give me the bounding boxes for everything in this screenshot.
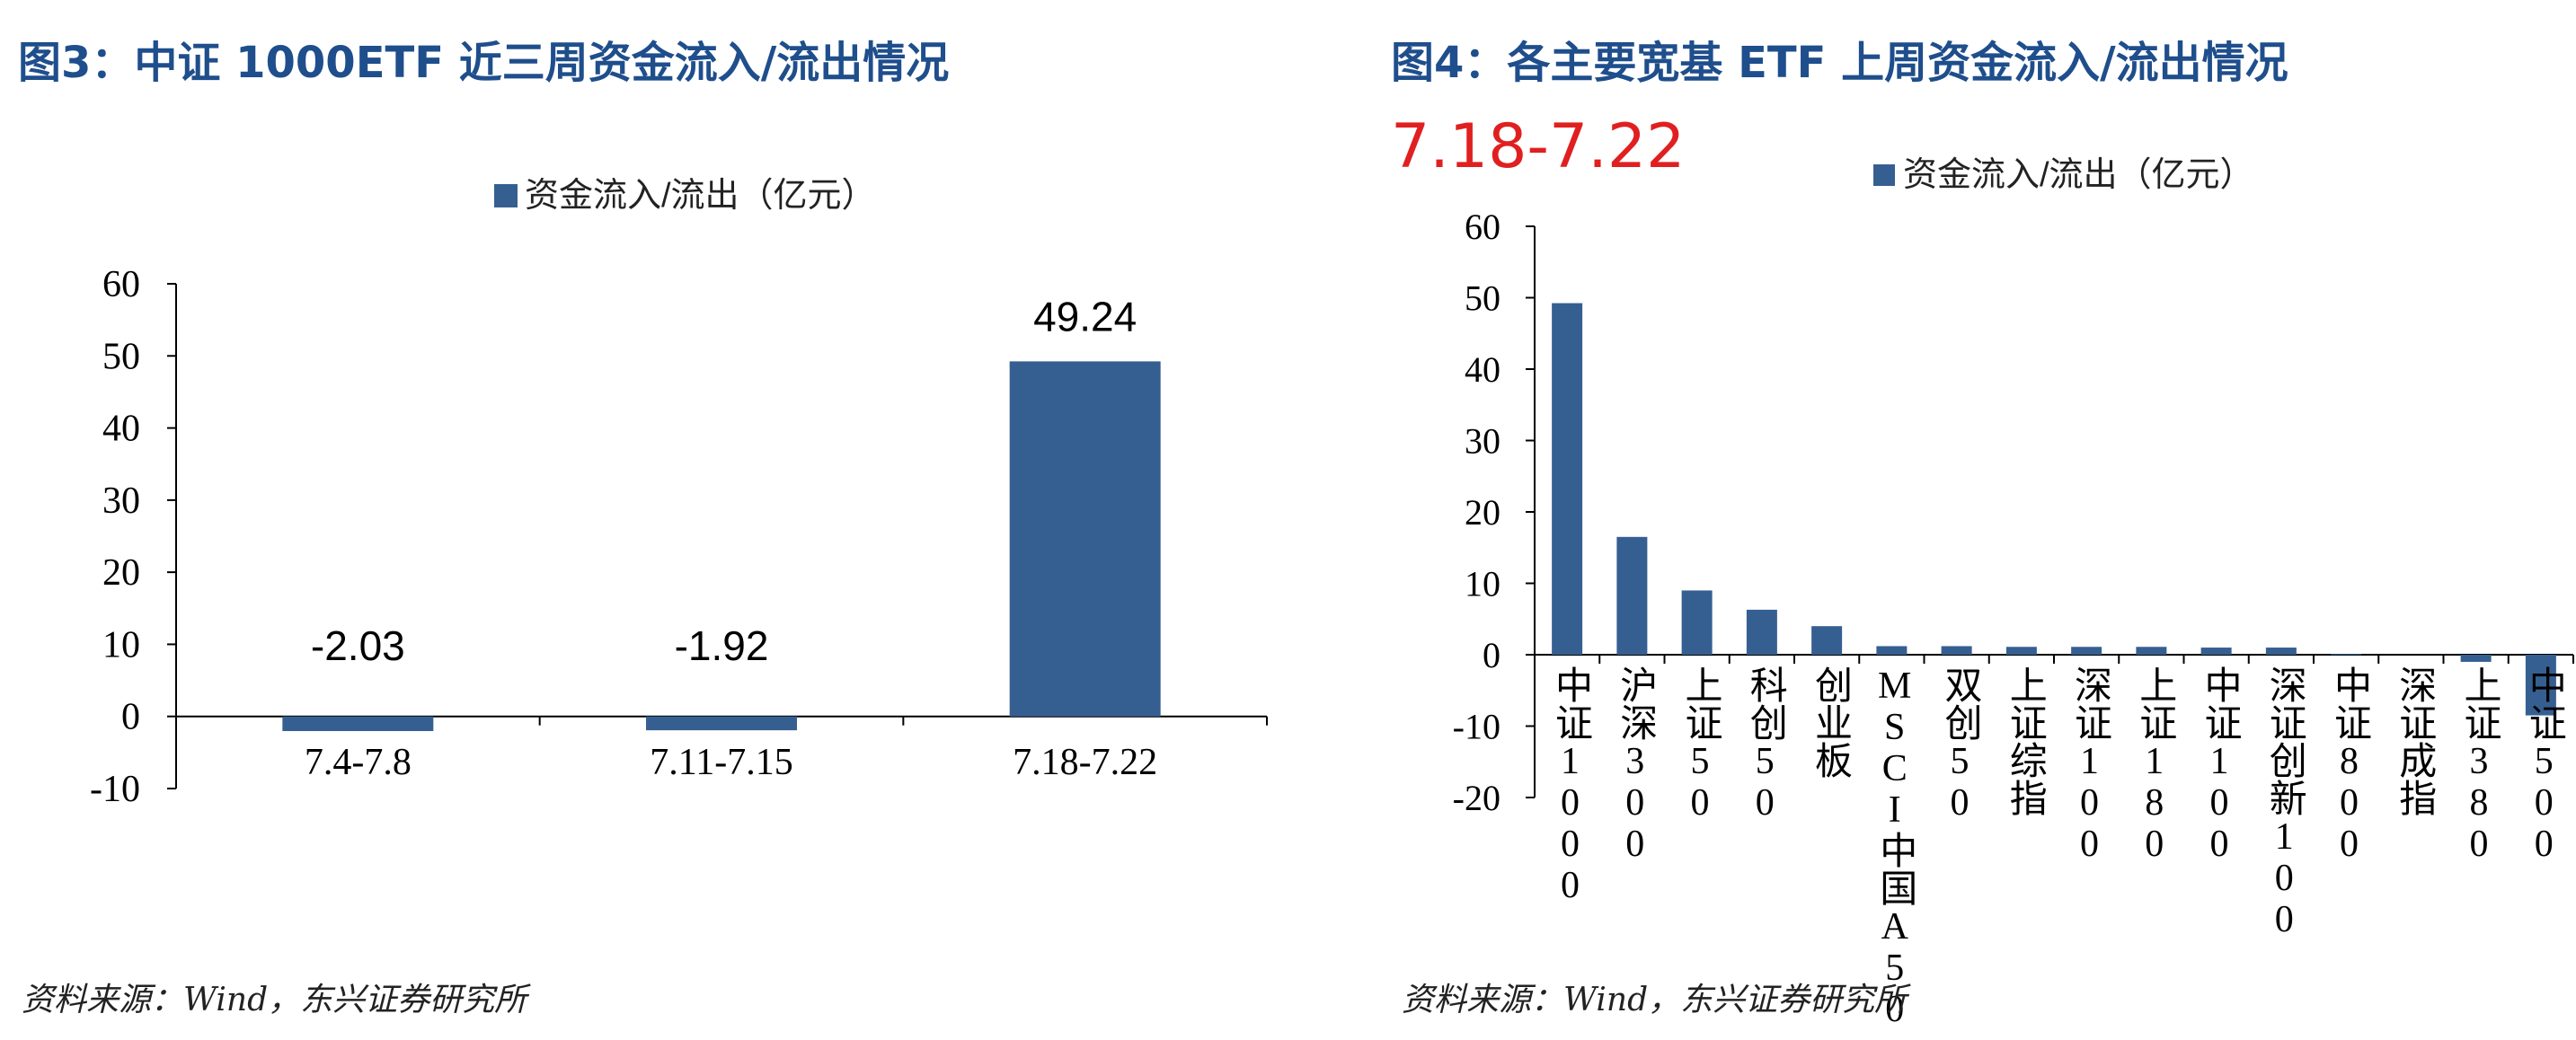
bar-7.11-7.15 [646,716,797,731]
x-tick-label: 中证800 [2328,665,2369,865]
bar-上证50 [1681,590,1713,655]
bar-上证综指 [2005,647,2037,655]
bar-深证100 [2071,647,2102,655]
bar-中证800 [2331,654,2362,656]
x-tick-label: 创业板 [1809,665,1851,779]
x-tick-label: 上证综指 [2004,665,2046,816]
x-tick-label: 沪深300 [1615,665,1657,865]
y-tick-label: 20 [102,552,140,594]
y-tick-label: 0 [121,697,140,738]
data-label: 49.24 [1033,293,1137,339]
bar-创业板 [1811,626,1843,655]
y-tick-label: 60 [1465,207,1500,247]
bar-MSCI中国A50 [1876,646,1908,655]
legend-label: 资金流入/流出（亿元） [1903,156,2254,194]
x-tick-label: 双创50 [1939,665,1981,824]
bar-中证500 [2525,655,2556,716]
x-tick-label: 深证100 [2068,665,2111,865]
data-label: -2.03 [311,622,405,669]
y-tick-label: 10 [1465,564,1500,604]
bar-中证100 [2200,648,2232,655]
figure4-source: 资料来源：Wind，东兴证券研究所 [1402,982,1908,1018]
bar-中证1000 [1552,303,1583,655]
y-tick-label: 40 [102,409,140,450]
y-tick-label: 50 [1465,278,1500,319]
x-tick-label: 中证500 [2523,665,2564,865]
x-tick-label: 7.11-7.15 [650,742,792,783]
y-tick-label: 30 [1465,421,1500,462]
bar-7.4-7.8 [282,716,434,732]
y-tick-label: -10 [1453,707,1500,747]
x-tick-label: 深证创新100 [2263,665,2306,940]
y-tick-label: 60 [102,264,140,305]
y-tick-label: 50 [102,336,140,377]
x-tick-label: 上证380 [2458,665,2500,865]
x-tick-label: 中证100 [2199,665,2240,865]
figure4-title: 图4：各主要宽基 ETF 上周资金流入/流出情况 [1391,38,2288,88]
y-tick-label: 30 [102,480,140,522]
y-tick-label: 0 [1483,635,1500,675]
legend-swatch [494,184,518,207]
data-label: -1.92 [675,622,769,669]
bar-沪深300 [1616,536,1648,655]
bar-双创50 [1941,646,1972,655]
bar-上证380 [2460,655,2492,662]
x-tick-label: 7.4-7.8 [305,742,412,783]
figure3-source: 资料来源：Wind，东兴证券研究所 [22,982,527,1018]
y-tick-label: 40 [1465,349,1500,390]
bar-科创50 [1746,609,1777,655]
x-tick-label: 科创50 [1744,665,1786,824]
y-tick-label: 20 [1465,492,1500,533]
chart-figure3: 资金流入/流出（亿元） -10 0 10 20 30 40 50 60 7.4-7.8 -2.03 7… [90,177,1268,810]
x-tick-label: 上证50 [1679,665,1721,824]
x-tick-label: 中证1000 [1549,665,1590,906]
y-tick-label: 10 [102,624,140,665]
y-tick-label: -10 [90,769,140,810]
legend-swatch [1873,164,1895,186]
bar-7.18-7.22 [1009,361,1161,717]
y-tick-label: -20 [1453,778,1500,818]
x-tick-label: 上证180 [2134,665,2175,865]
x-tick-label: MSCI中国A50 [1874,665,1916,1030]
bar-深证创新100 [2265,648,2297,655]
figure3-title: 图3：中证 1000ETF 近三周资金流入/流出情况 [18,38,950,88]
legend-label: 资金流入/流出（亿元） [525,177,876,215]
x-tick-label: 深证成指 [2394,665,2436,816]
figure4-period-label: 7.18-7.22 [1391,111,1686,182]
bar-上证180 [2136,647,2167,655]
x-tick-label: 7.18-7.22 [1013,742,1157,783]
chart-figure4: 资金流入/流出（亿元） -20 -10 0 10 20 30 40 50 60 中证1000 沪深30… [1453,156,2574,1030]
